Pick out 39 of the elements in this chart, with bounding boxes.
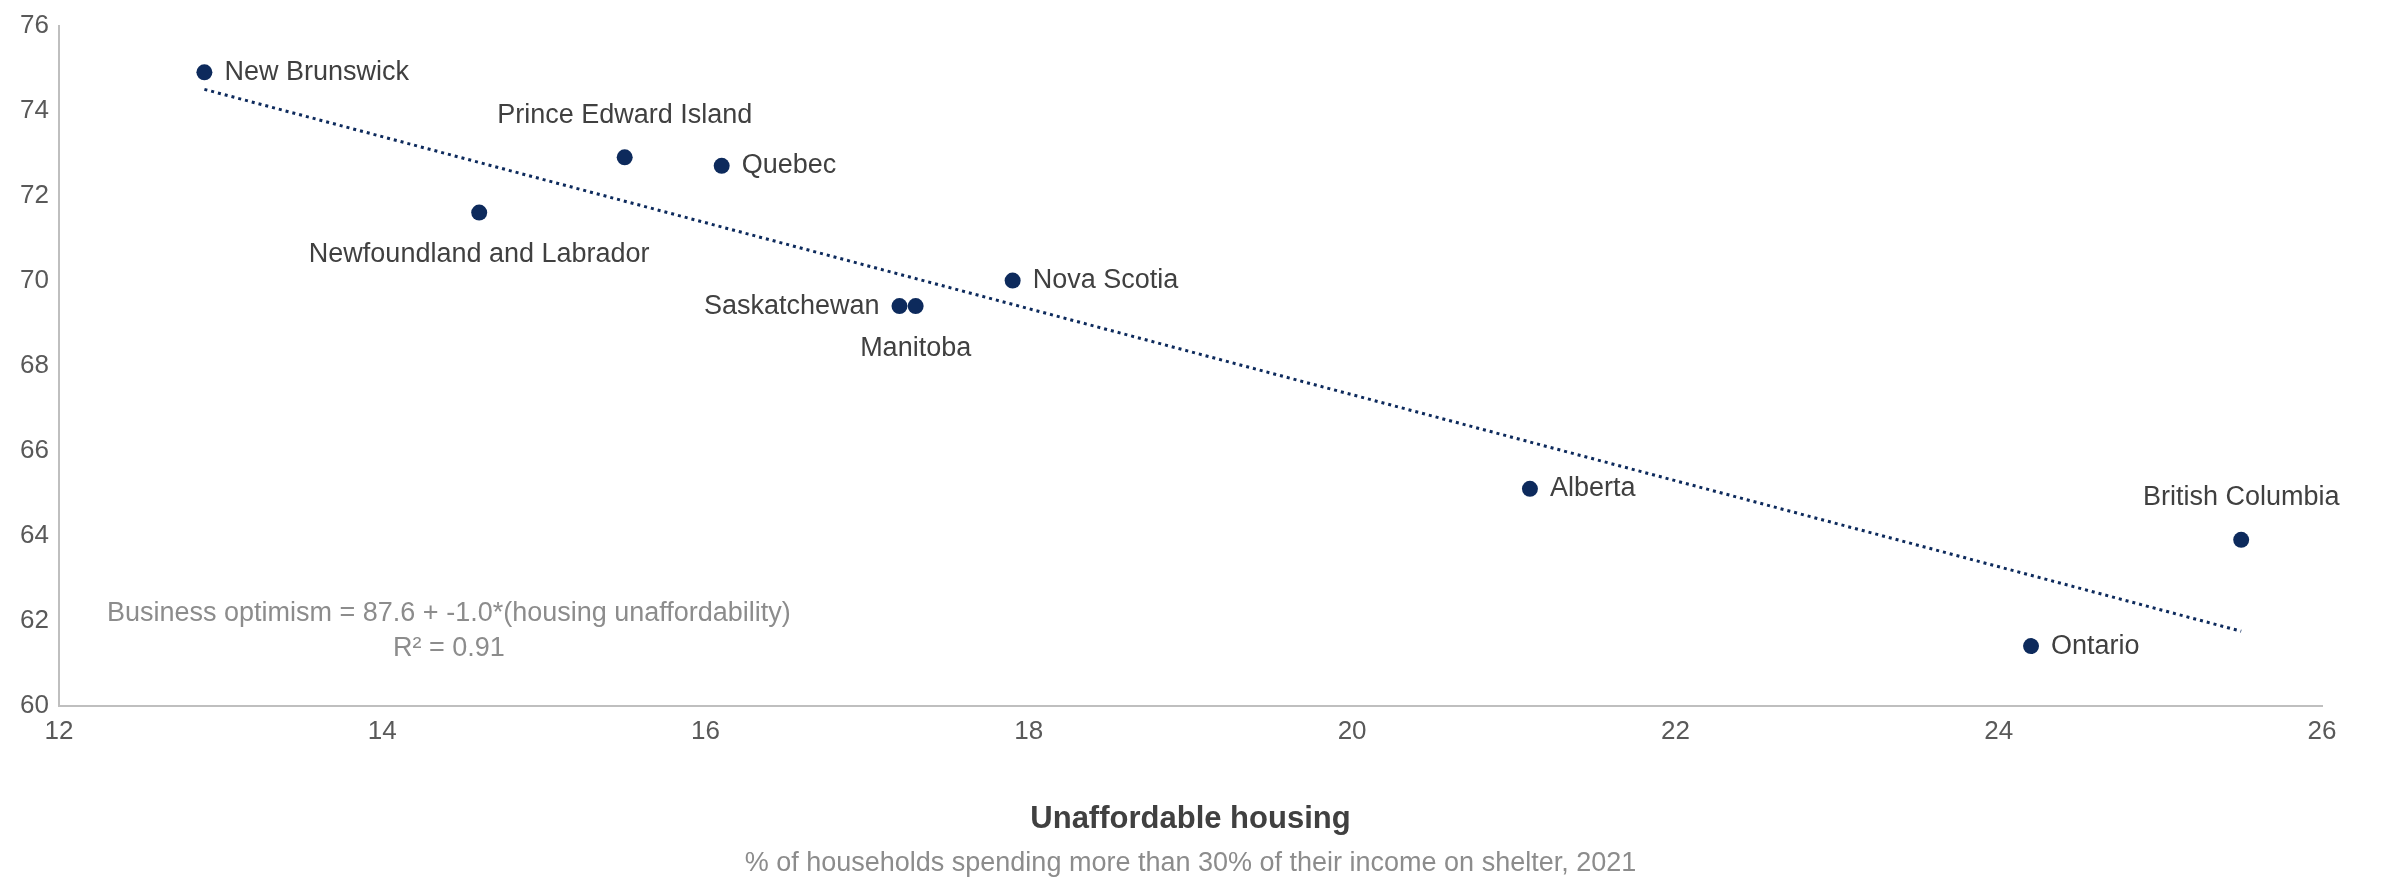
- x-tick-label: 14: [367, 715, 397, 746]
- y-tick-label: 72: [20, 178, 49, 209]
- annotation: Business optimism = 87.6 + -1.0*(housing unaffordability): [106, 597, 791, 628]
- annotation: Ontario: [2051, 629, 2140, 660]
- x-tick-label: 20: [1337, 715, 1367, 746]
- x-tick-label: 24: [1984, 715, 2014, 746]
- y-tick-label: 68: [20, 348, 49, 379]
- y-tick-label: 66: [20, 433, 49, 464]
- point: [2233, 531, 2250, 548]
- annotation: Prince Edward Island: [497, 98, 753, 129]
- point: [1521, 480, 1538, 497]
- x-tick-label: 22: [1660, 715, 1690, 746]
- point: [907, 298, 924, 315]
- x-tick-label: 18: [1014, 715, 1044, 746]
- annotation: New Brunswick: [224, 55, 410, 86]
- annotation: Quebec: [741, 149, 837, 180]
- x-tick-label: 26: [2307, 715, 2337, 746]
- point: [713, 157, 730, 174]
- annotation: Alberta: [1549, 472, 1637, 503]
- annotation: Newfoundland and Labrador: [308, 238, 650, 269]
- point: [2023, 638, 2040, 655]
- point: [471, 204, 488, 221]
- point: [891, 298, 908, 315]
- annotation: British Columbia: [2142, 481, 2341, 512]
- x-tick-label: 16: [691, 715, 720, 746]
- annotation: Saskatchewan: [703, 289, 880, 320]
- y-tick-label: 70: [20, 263, 49, 294]
- annotation: Nova Scotia: [1032, 264, 1180, 295]
- point: [1004, 272, 1021, 289]
- y-tick-label: 74: [20, 93, 49, 124]
- y-tick-label: 76: [20, 8, 49, 39]
- point: [616, 149, 633, 166]
- annotation: Manitoba: [860, 331, 973, 362]
- point: [196, 64, 213, 81]
- x-axis-title: Unaffordable housing: [1030, 799, 1351, 835]
- text: % of households spending more than 30% of their income on shelter, 2021: [744, 847, 1637, 878]
- y-tick-label: 64: [20, 518, 49, 549]
- y-tick-label: 62: [20, 603, 49, 634]
- annotation: R² = 0.91: [393, 632, 505, 663]
